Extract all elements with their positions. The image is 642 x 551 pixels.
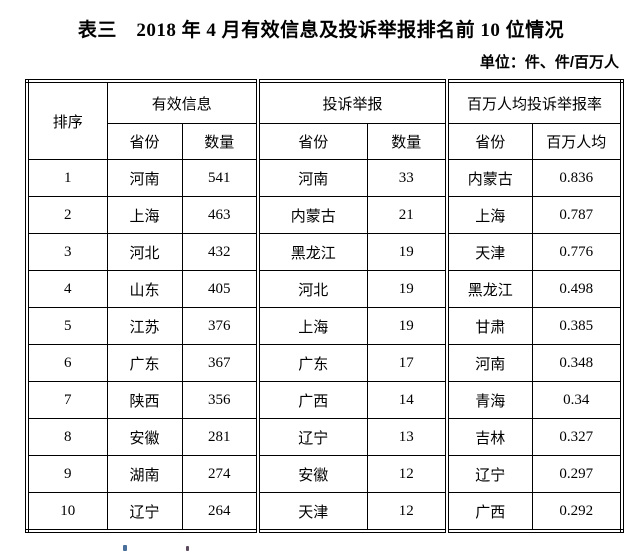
rate-province-cell: 吉林 xyxy=(445,418,533,456)
rank-cell: 8 xyxy=(26,418,108,456)
rate-province-cell: 甘肃 xyxy=(445,307,533,345)
info-province-cell: 辽宁 xyxy=(106,492,183,532)
subheader-info-province: 省份 xyxy=(106,123,183,160)
complaint-province-cell: 天津 xyxy=(256,492,368,532)
table-row: 9 湖南 274 安徽 12 辽宁 0.297 xyxy=(26,455,623,493)
complaint-count-cell: 12 xyxy=(366,492,448,532)
complaint-province-cell: 辽宁 xyxy=(256,418,368,456)
complaint-count-cell: 19 xyxy=(366,233,448,271)
page-title: 表三 2018 年 4 月有效信息及投诉举报排名前 10 位情况 xyxy=(77,20,565,41)
rate-value-cell: 0.292 xyxy=(531,492,623,532)
info-province-cell: 上海 xyxy=(106,196,183,234)
info-count-cell: 405 xyxy=(181,270,259,308)
info-province-cell: 湖南 xyxy=(106,455,183,493)
group-header-valid-info: 有效信息 xyxy=(106,80,259,124)
subheader-complaint-province: 省份 xyxy=(256,123,368,160)
rate-value-cell: 0.836 xyxy=(531,159,623,197)
info-count-cell: 432 xyxy=(181,233,259,271)
complaint-count-cell: 12 xyxy=(366,455,448,493)
rate-value-cell: 0.34 xyxy=(531,381,623,419)
table-row: 2 上海 463 内蒙古 21 上海 0.787 xyxy=(26,196,623,234)
group-header-complaints: 投诉举报 xyxy=(256,80,448,124)
rank-cell: 10 xyxy=(26,492,108,532)
complaint-count-cell: 21 xyxy=(366,196,448,234)
complaint-count-cell: 33 xyxy=(366,159,448,197)
complaint-count-cell: 13 xyxy=(366,418,448,456)
cutoff-text-artifact xyxy=(186,546,189,551)
rate-value-cell: 0.498 xyxy=(531,270,623,308)
rank-cell: 2 xyxy=(26,196,108,234)
rate-province-cell: 天津 xyxy=(445,233,533,271)
group-header-rate: 百万人均投诉举报率 xyxy=(445,80,623,124)
info-count-cell: 264 xyxy=(181,492,259,532)
rank-cell: 1 xyxy=(26,159,108,197)
info-count-cell: 274 xyxy=(181,455,259,493)
rank-cell: 6 xyxy=(26,344,108,382)
complaint-count-cell: 19 xyxy=(366,307,448,345)
info-province-cell: 陕西 xyxy=(106,381,183,419)
subheader-rate-province: 省份 xyxy=(445,123,533,160)
rate-province-cell: 黑龙江 xyxy=(445,270,533,308)
table-row: 8 安徽 281 辽宁 13 吉林 0.327 xyxy=(26,418,623,456)
rate-value-cell: 0.385 xyxy=(531,307,623,345)
rate-value-cell: 0.348 xyxy=(531,344,623,382)
rate-province-cell: 内蒙古 xyxy=(445,159,533,197)
rate-value-cell: 0.327 xyxy=(531,418,623,456)
rate-province-cell: 上海 xyxy=(445,196,533,234)
info-count-cell: 463 xyxy=(181,196,259,234)
table-row: 5 江苏 376 上海 19 甘肃 0.385 xyxy=(26,307,623,345)
subheader-complaint-count: 数量 xyxy=(366,123,448,160)
complaint-province-cell: 河北 xyxy=(256,270,368,308)
rank-cell: 5 xyxy=(26,307,108,345)
table-row: 6 广东 367 广东 17 河南 0.348 xyxy=(26,344,623,382)
rate-value-cell: 0.297 xyxy=(531,455,623,493)
rate-province-cell: 青海 xyxy=(445,381,533,419)
subheader-rate-value: 百万人均 xyxy=(531,123,623,160)
info-province-cell: 河南 xyxy=(106,159,183,197)
info-province-cell: 山东 xyxy=(106,270,183,308)
complaint-province-cell: 内蒙古 xyxy=(256,196,368,234)
complaint-count-cell: 19 xyxy=(366,270,448,308)
complaint-province-cell: 河南 xyxy=(256,159,368,197)
table-row: 4 山东 405 河北 19 黑龙江 0.498 xyxy=(26,270,623,308)
info-province-cell: 河北 xyxy=(106,233,183,271)
rate-province-cell: 广西 xyxy=(445,492,533,532)
complaint-province-cell: 广东 xyxy=(256,344,368,382)
complaint-province-cell: 黑龙江 xyxy=(256,233,368,271)
table-header-row-subs: 省份 数量 省份 数量 省份 百万人均 xyxy=(27,123,623,160)
info-province-cell: 安徽 xyxy=(106,418,183,456)
rank-cell: 4 xyxy=(26,270,108,308)
rate-province-cell: 河南 xyxy=(445,344,533,382)
unit-note: 单位：件、件/百万人 xyxy=(479,54,619,71)
info-count-cell: 281 xyxy=(181,418,259,456)
rate-province-cell: 辽宁 xyxy=(445,455,533,493)
complaint-count-cell: 17 xyxy=(366,344,448,382)
table-row: 10 辽宁 264 天津 12 广西 0.292 xyxy=(26,492,623,532)
rank-cell: 7 xyxy=(26,381,108,419)
info-province-cell: 广东 xyxy=(106,344,183,382)
table-row: 1 河南 541 河南 33 内蒙古 0.836 xyxy=(26,159,623,197)
info-count-cell: 367 xyxy=(181,344,259,382)
info-count-cell: 376 xyxy=(181,307,259,345)
table-header-row-groups: 排序 有效信息 投诉举报 百万人均投诉举报率 xyxy=(26,80,623,160)
rank-cell: 3 xyxy=(26,233,108,271)
complaint-province-cell: 上海 xyxy=(256,307,368,345)
table-row: 3 河北 432 黑龙江 19 天津 0.776 xyxy=(26,233,623,271)
info-count-cell: 541 xyxy=(181,159,259,197)
complaint-province-cell: 广西 xyxy=(256,381,368,419)
subheader-info-count: 数量 xyxy=(181,123,259,160)
info-province-cell: 江苏 xyxy=(106,307,183,345)
rank-header-cell: 排序 xyxy=(26,80,108,160)
info-count-cell: 356 xyxy=(181,381,259,419)
rate-value-cell: 0.776 xyxy=(531,233,623,271)
rank-cell: 9 xyxy=(26,455,108,493)
complaint-province-cell: 安徽 xyxy=(256,455,368,493)
table-row: 7 陕西 356 广西 14 青海 0.34 xyxy=(26,381,623,419)
cutoff-text-artifact xyxy=(123,545,127,551)
complaint-count-cell: 14 xyxy=(366,381,448,419)
rate-value-cell: 0.787 xyxy=(531,196,623,234)
ranking-table: 排序 有效信息 投诉举报 百万人均投诉举报率 省份 数量 省份 数量 省份 百万… xyxy=(25,79,625,533)
